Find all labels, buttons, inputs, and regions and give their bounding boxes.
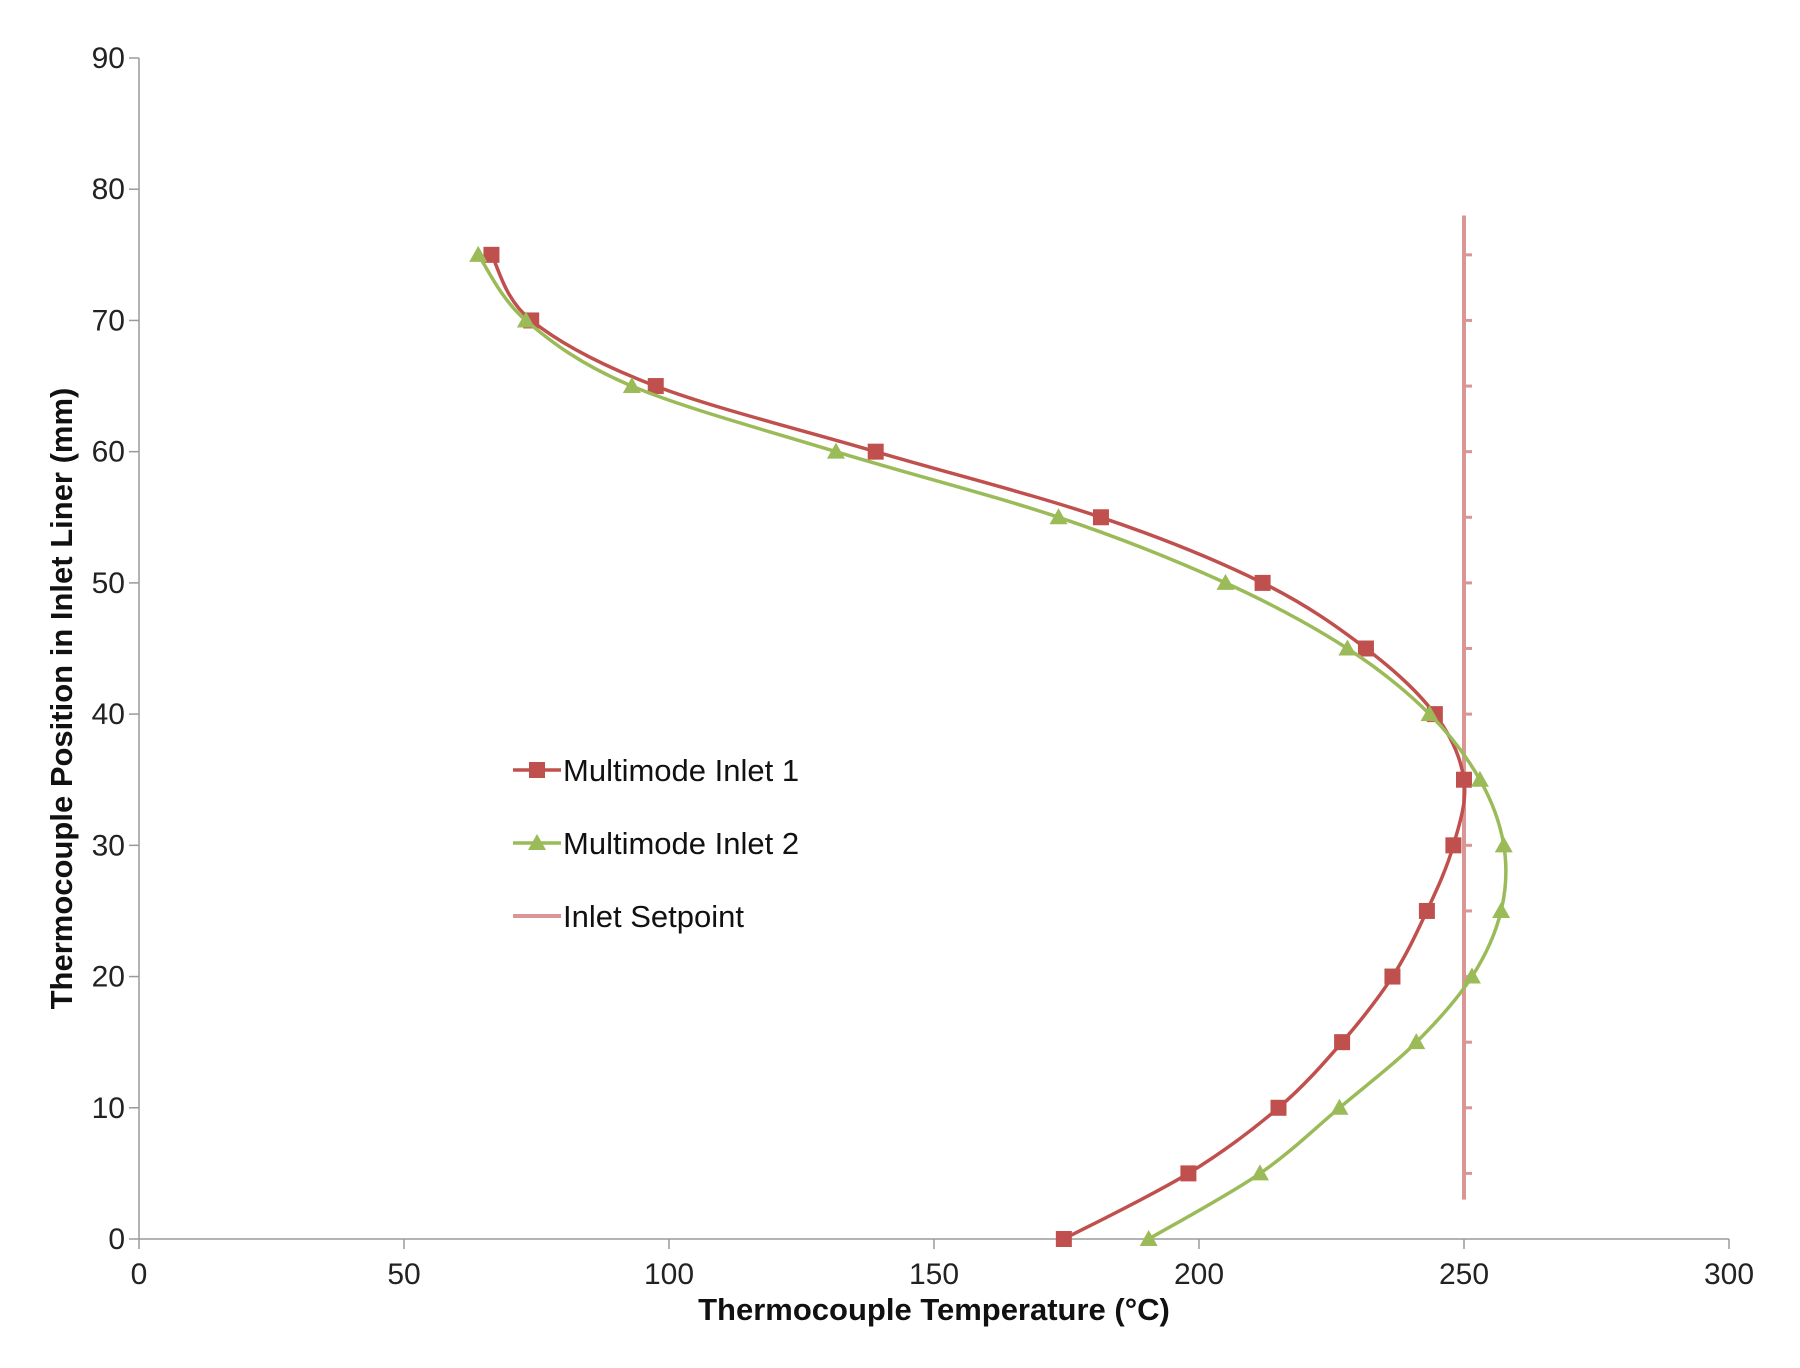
data-point: [1384, 968, 1401, 985]
x-axis-title: Thermocouple Temperature (°C): [698, 1292, 1170, 1327]
plot-area: 0 10 20 30 40 50 60 70 80 90 0 50 100 150 200 250 300: [92, 42, 1754, 1291]
series-line: [489, 253, 1467, 1241]
data-point: [1055, 1231, 1072, 1247]
x-axis-ticks: 0 50 100 150 200 250 300: [131, 1239, 1754, 1291]
data-point: [1470, 770, 1489, 787]
data-point: [867, 443, 884, 460]
data-point: [1049, 508, 1068, 525]
data-point: [1092, 509, 1109, 526]
data-point: [1139, 1230, 1158, 1246]
data-point: [1270, 1099, 1287, 1116]
legend-label: Inlet Setpoint: [563, 899, 744, 934]
x-tick-label: 0: [131, 1258, 148, 1291]
y-tick-label: 60: [92, 436, 125, 469]
x-tick-label: 100: [644, 1258, 694, 1291]
data-point: [1334, 1034, 1351, 1051]
data-point: [1357, 640, 1374, 657]
data-point: [1250, 1164, 1269, 1181]
y-tick-label: 20: [92, 961, 125, 994]
y-axis-title: Thermocouple Position in Inlet Liner (mm…: [44, 388, 79, 1010]
legend-marker: [529, 762, 545, 778]
series-multimode-inlet-2: [469, 245, 1513, 1246]
x-tick-label: 250: [1439, 1258, 1489, 1291]
series-inlet-setpoint: [1462, 215, 1472, 1200]
y-tick-label: 10: [92, 1092, 125, 1125]
legend-label: Multimode Inlet 2: [563, 826, 799, 861]
data-point: [469, 245, 488, 262]
data-point: [483, 246, 500, 263]
y-tick-label: 30: [92, 829, 125, 862]
data-point: [1418, 902, 1435, 919]
data-point: [1420, 705, 1439, 722]
data-point: [1456, 771, 1472, 788]
y-tick-label: 50: [92, 567, 125, 600]
data-point: [1492, 901, 1511, 918]
data-point: [622, 377, 641, 394]
y-tick-label: 40: [92, 698, 125, 731]
data-point: [1338, 639, 1357, 656]
data-point: [1462, 967, 1481, 984]
legend-item: Multimode Inlet 1: [513, 753, 799, 788]
data-point: [1445, 837, 1462, 854]
x-tick-label: 300: [1704, 1258, 1754, 1291]
data-point: [516, 311, 535, 328]
data-point: [1407, 1033, 1426, 1050]
x-tick-label: 150: [909, 1258, 959, 1291]
x-tick-label: 200: [1174, 1258, 1224, 1291]
series-line: [476, 253, 1508, 1241]
data-point: [647, 378, 664, 395]
y-tick-label: 90: [92, 42, 125, 75]
x-tick-label: 50: [387, 1258, 420, 1291]
legend-item: Multimode Inlet 2: [513, 826, 799, 861]
data-point: [1330, 1098, 1349, 1115]
data-point: [826, 442, 845, 459]
y-tick-label: 80: [92, 173, 125, 206]
legend: Multimode Inlet 1 Multimode Inlet 2 Inlet …: [513, 753, 799, 934]
legend-label: Multimode Inlet 1: [563, 753, 799, 788]
y-axis-ticks: 0 10 20 30 40 50 60 70 80 90: [92, 42, 139, 1256]
data-point: [1254, 574, 1271, 591]
legend-item: Inlet Setpoint: [513, 899, 744, 934]
data-point: [1216, 573, 1235, 590]
data-point: [1180, 1165, 1197, 1182]
y-tick-label: 70: [92, 304, 125, 337]
data-point: [1494, 836, 1513, 853]
legend-marker: [528, 834, 546, 850]
series-layer: [469, 215, 1513, 1247]
y-tick-label: 0: [108, 1223, 125, 1256]
series-multimode-inlet-1: [483, 246, 1472, 1247]
